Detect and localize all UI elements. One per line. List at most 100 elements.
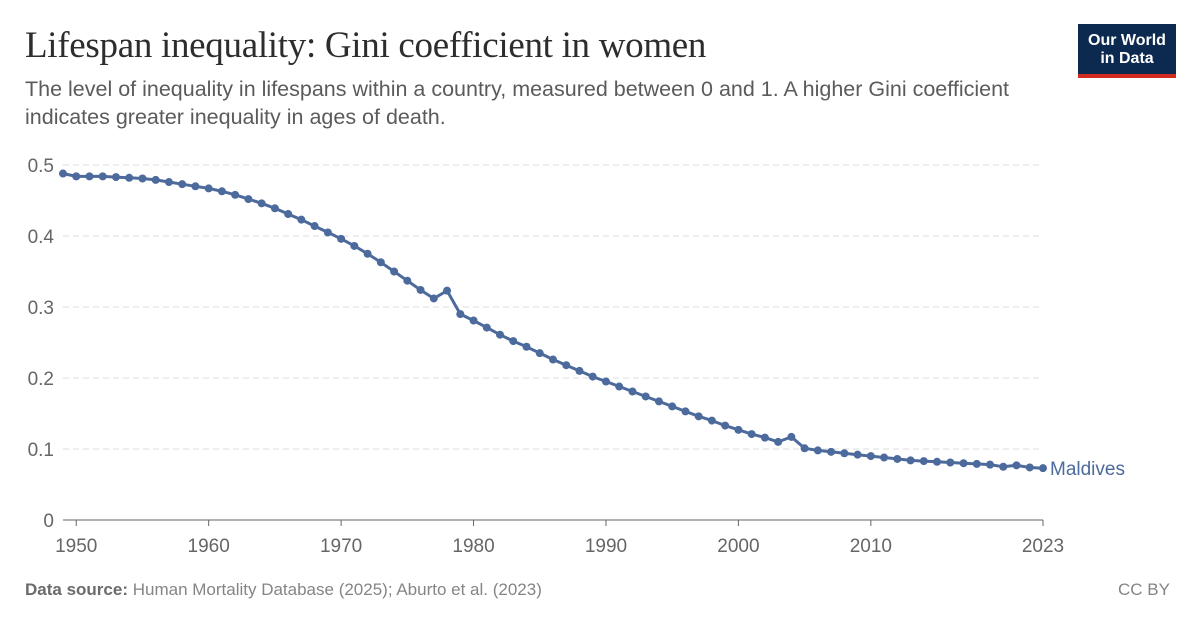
data-point: [469, 316, 478, 325]
data-point: [323, 228, 332, 237]
data-point: [813, 446, 822, 455]
chart-subtitle: The level of inequality in lifespans wit…: [25, 77, 1010, 129]
data-point: [549, 355, 557, 364]
x-tick-label: 1960: [188, 536, 230, 557]
x-tick-label: 2010: [850, 536, 892, 557]
data-point: [509, 337, 518, 346]
data-point: [151, 175, 160, 184]
data-point: [310, 222, 319, 231]
data-point: [972, 459, 981, 468]
data-point: [72, 172, 81, 181]
data-point: [522, 342, 531, 351]
data-point: [1012, 461, 1021, 470]
data-point: [707, 416, 716, 425]
data-point: [204, 184, 213, 193]
data-point: [164, 178, 173, 187]
data-point: [1039, 464, 1047, 473]
data-point: [933, 457, 942, 466]
data-point: [337, 234, 346, 243]
data-point: [721, 421, 730, 430]
data-source-label: Data source:: [25, 580, 128, 599]
data-point: [59, 169, 67, 178]
owid-logo[interactable]: Our World in Data: [1078, 24, 1176, 78]
data-point: [946, 458, 955, 467]
data-point: [390, 267, 399, 276]
data-point: [588, 372, 597, 381]
x-tick-label: 1950: [55, 536, 97, 557]
license-link[interactable]: CC BY: [1118, 580, 1170, 599]
data-point: [231, 190, 240, 199]
data-point: [999, 462, 1008, 471]
data-point: [601, 377, 610, 386]
data-point: [85, 172, 94, 181]
data-point: [654, 397, 663, 406]
y-tick-label: 0.2: [28, 369, 54, 390]
data-point: [774, 437, 783, 446]
data-point: [456, 310, 465, 319]
data-point: [350, 241, 359, 250]
data-point: [178, 180, 187, 189]
data-source: Data source: Human Mortality Database (2…: [25, 580, 542, 600]
data-point: [376, 258, 385, 267]
data-point: [787, 432, 796, 441]
y-tick-label: 0: [43, 511, 54, 532]
y-tick-label: 0.5: [28, 156, 54, 177]
data-point: [668, 402, 677, 411]
data-point: [827, 447, 836, 456]
data-point: [562, 361, 571, 370]
logo-line-2: in Data: [1100, 49, 1154, 67]
x-tick-label: 2023: [1022, 536, 1064, 557]
data-point: [535, 349, 544, 358]
series-label: Maldives: [1050, 459, 1125, 480]
y-tick-label: 0.4: [28, 227, 55, 248]
data-point: [840, 449, 849, 458]
data-point: [98, 172, 107, 181]
data-point: [443, 286, 452, 295]
data-point: [416, 285, 425, 294]
data-source-text[interactable]: Human Mortality Database (2025); Aburto …: [132, 580, 542, 599]
data-point: [800, 444, 809, 453]
data-point: [893, 454, 902, 463]
x-tick-label: 1970: [320, 536, 362, 557]
data-point: [628, 387, 637, 396]
data-point: [747, 430, 756, 439]
series-line-maldives: [62, 172, 1044, 470]
data-point: [734, 425, 743, 434]
y-tick-label: 0.3: [28, 298, 54, 319]
data-point: [138, 174, 147, 183]
data-point: [363, 249, 372, 258]
x-tick-label: 1990: [585, 536, 627, 557]
data-point: [125, 173, 134, 182]
data-point: [866, 452, 875, 461]
data-point: [919, 457, 928, 466]
data-point: [1025, 463, 1034, 472]
data-point: [257, 199, 266, 208]
data-point: [959, 459, 968, 468]
logo-line-1: Our World: [1088, 31, 1166, 49]
data-point: [681, 407, 690, 416]
data-point: [297, 215, 306, 224]
data-point: [244, 195, 253, 204]
data-point: [853, 450, 862, 459]
y-tick-label: 0.1: [28, 440, 54, 461]
data-point: [641, 392, 650, 401]
data-point: [403, 276, 412, 285]
data-point: [284, 209, 293, 218]
x-tick-label: 1980: [452, 536, 494, 557]
data-point: [496, 330, 505, 339]
data-point: [429, 294, 438, 303]
data-point: [880, 453, 889, 462]
logo-accent-bar: [1078, 74, 1176, 78]
data-point: [986, 460, 995, 469]
chart-title: Lifespan inequality: Gini coefficient in…: [25, 25, 707, 66]
data-point: [217, 187, 226, 196]
data-point: [615, 382, 624, 391]
data-point: [270, 204, 279, 213]
data-point: [694, 412, 703, 421]
data-point: [575, 366, 584, 375]
x-tick-label: 2000: [717, 536, 759, 557]
data-point: [760, 433, 769, 442]
data-point: [191, 182, 200, 191]
data-point: [482, 323, 491, 332]
